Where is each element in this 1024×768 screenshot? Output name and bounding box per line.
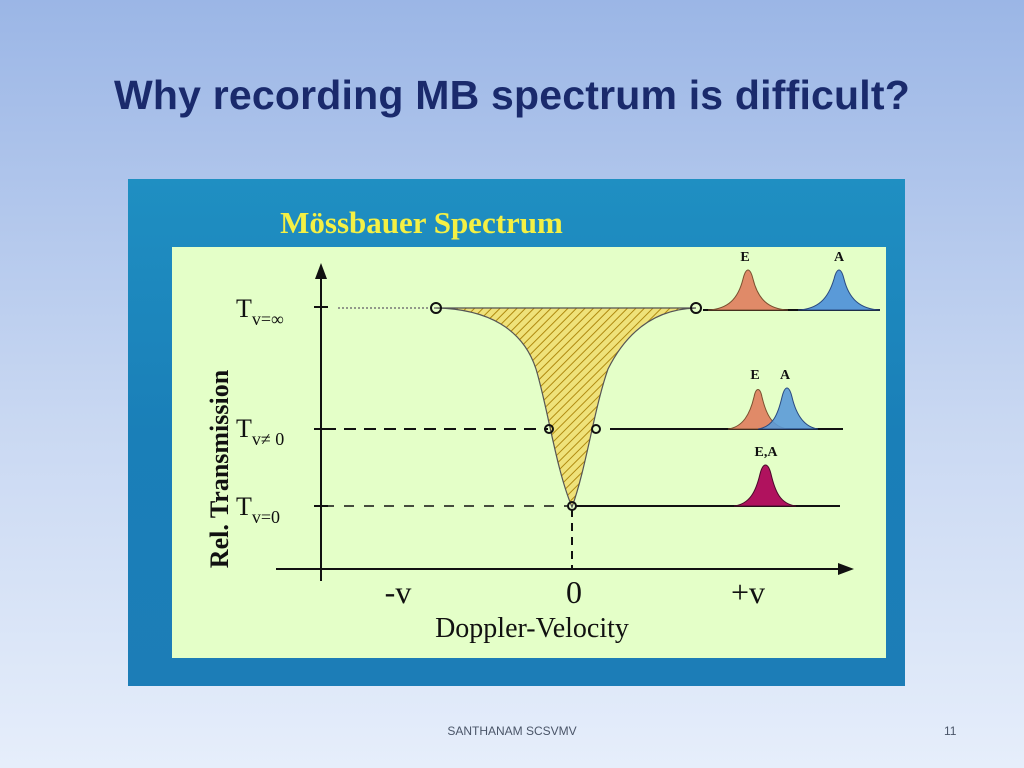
absorption-curve	[435, 307, 697, 509]
peak-label-A-far: A	[834, 250, 845, 265]
level-label-vneq0-T: T	[236, 414, 252, 443]
peak-E-far	[707, 269, 789, 311]
x-tick-pos-v: +v	[731, 574, 765, 610]
peak-label-A-near: A	[780, 368, 791, 383]
x-axis-arrow	[838, 563, 854, 575]
svg-text:Tv≠ 0: Tv≠ 0	[236, 414, 284, 449]
slide-number: 11	[944, 724, 957, 738]
marker-right-near	[591, 424, 601, 434]
marker-left-far	[430, 302, 442, 314]
marker-left-near	[544, 424, 554, 434]
x-axis-label: Doppler-Velocity	[435, 613, 629, 644]
peak-label-EA: E,A	[755, 445, 779, 460]
peak-label-E-near: E	[750, 368, 759, 383]
peak-A-near	[757, 387, 819, 430]
x-tick-neg-v: -v	[385, 574, 412, 610]
footer-author: SANTHANAM SCSVMV	[447, 724, 577, 738]
figure-frame: Mössbauer Spectrum	[128, 179, 905, 686]
peak-EA	[733, 464, 797, 507]
figure-title: Mössbauer Spectrum	[280, 205, 563, 240]
level-label-v0-sub: v=0	[252, 507, 280, 527]
svg-text:Tv=∞: Tv=∞	[236, 294, 284, 329]
y-axis-arrow	[315, 263, 327, 279]
peak-A-far	[797, 269, 881, 311]
marker-right-far	[690, 302, 702, 314]
peak-label-E-far: E	[740, 250, 749, 265]
level-label-vneq0-sub: v≠ 0	[252, 429, 284, 449]
level-label-v0-T: T	[236, 492, 252, 521]
x-tick-zero: 0	[566, 574, 582, 610]
y-axis-label: Rel. Transmission	[205, 369, 234, 568]
slide-title: Why recording MB spectrum is difficult?	[114, 72, 910, 118]
level-label-vinf-sub: v=∞	[252, 309, 284, 329]
svg-text:Tv=0: Tv=0	[236, 492, 280, 527]
mossbauer-diagram: E A E A E,A Tv=∞ Tv≠ 0 Tv=0 Rel. Transmi…	[172, 247, 886, 658]
level-label-vinf-T: T	[236, 294, 252, 323]
